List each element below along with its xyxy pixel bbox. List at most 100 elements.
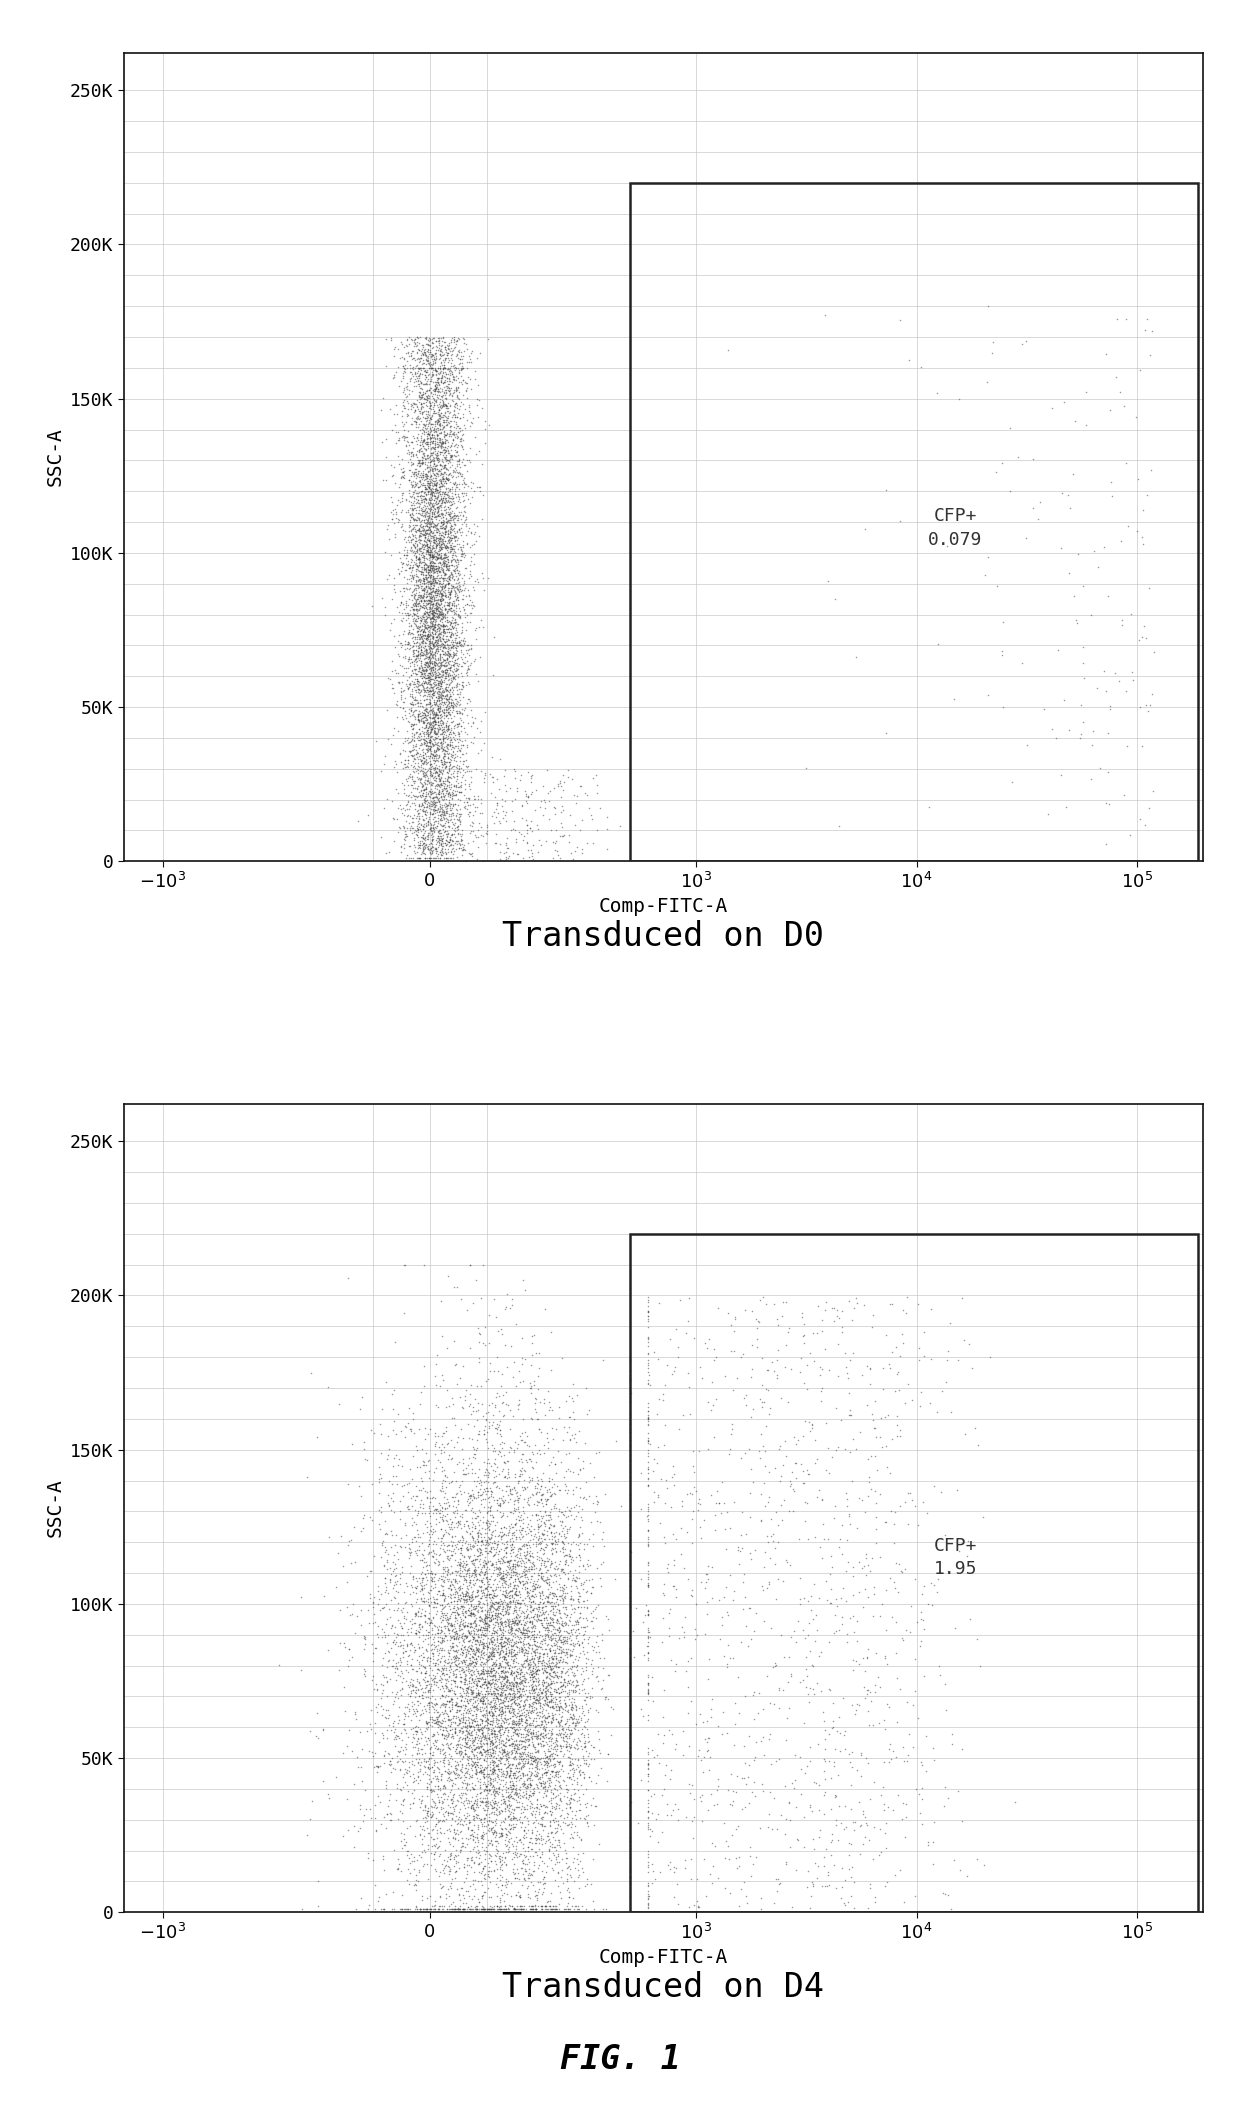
Point: [419, 471, 439, 505]
Point: [443, 657, 463, 691]
Point: [539, 1760, 559, 1794]
Point: [486, 1390, 506, 1424]
Point: [686, 1473, 706, 1507]
Point: [403, 811, 423, 845]
Point: [443, 541, 463, 575]
Point: [443, 357, 463, 391]
Point: [511, 1680, 531, 1714]
Point: [435, 342, 455, 376]
Point: [531, 1494, 551, 1528]
Point: [417, 617, 436, 651]
Point: [475, 1581, 495, 1614]
Point: [475, 1576, 495, 1610]
Point: [415, 737, 435, 771]
Point: [401, 361, 420, 395]
Point: [446, 1606, 466, 1640]
Point: [443, 1762, 463, 1796]
Point: [394, 1743, 414, 1777]
Point: [446, 490, 466, 524]
Point: [459, 1783, 479, 1817]
Point: [470, 1690, 490, 1724]
Point: [413, 702, 433, 735]
Point: [428, 1731, 448, 1764]
Point: [443, 606, 463, 640]
Point: [525, 1635, 544, 1669]
Point: [502, 1551, 522, 1585]
Point: [480, 1578, 500, 1612]
Point: [428, 666, 448, 699]
Point: [484, 1540, 503, 1574]
Point: [562, 1528, 582, 1562]
Point: [438, 1728, 458, 1762]
Point: [541, 1545, 560, 1578]
Point: [482, 1769, 502, 1802]
Point: [434, 351, 454, 385]
Point: [830, 1530, 849, 1564]
Point: [350, 1788, 370, 1821]
Point: [505, 1555, 525, 1589]
Point: [518, 1745, 538, 1779]
Point: [450, 797, 470, 830]
Point: [410, 737, 430, 771]
Point: [481, 1811, 501, 1845]
Point: [471, 1783, 491, 1817]
Point: [428, 1762, 448, 1796]
Point: [471, 1604, 491, 1638]
Point: [490, 1589, 510, 1623]
Point: [445, 501, 465, 535]
Point: [495, 1690, 515, 1724]
Point: [413, 1821, 433, 1855]
Point: [508, 1625, 528, 1659]
Point: [511, 1838, 531, 1872]
Point: [434, 541, 454, 575]
Point: [564, 1502, 584, 1536]
Point: [399, 606, 419, 640]
Point: [565, 1498, 585, 1532]
Point: [408, 699, 428, 733]
Point: [353, 1798, 373, 1832]
Point: [516, 1720, 536, 1754]
Point: [506, 1756, 526, 1790]
Point: [427, 820, 446, 854]
Point: [466, 657, 486, 691]
Point: [512, 1703, 532, 1737]
Point: [433, 778, 453, 811]
Point: [408, 363, 428, 397]
Point: [467, 1519, 487, 1553]
Point: [409, 547, 429, 581]
Point: [446, 797, 466, 830]
Point: [414, 1650, 434, 1684]
Point: [464, 1597, 484, 1631]
Point: [470, 1325, 490, 1359]
Point: [429, 1633, 449, 1667]
Point: [472, 1627, 492, 1661]
Point: [476, 1583, 496, 1616]
Point: [428, 378, 448, 412]
Point: [438, 1747, 458, 1781]
Point: [428, 824, 448, 858]
Point: [492, 1726, 512, 1760]
Point: [419, 805, 439, 839]
Point: [485, 1724, 505, 1758]
Point: [441, 706, 461, 740]
Point: [417, 830, 436, 864]
Point: [440, 592, 460, 625]
Point: [843, 1600, 863, 1633]
Point: [562, 1564, 582, 1597]
Point: [424, 822, 444, 856]
Point: [444, 507, 464, 541]
Point: [481, 1534, 501, 1568]
Point: [533, 1559, 553, 1593]
Point: [528, 1519, 548, 1553]
Point: [505, 1714, 525, 1747]
Point: [439, 325, 459, 359]
Point: [412, 497, 432, 530]
Point: [559, 1718, 579, 1752]
Point: [492, 1657, 512, 1690]
Point: [620, 1373, 640, 1407]
Point: [409, 513, 429, 547]
Point: [405, 408, 425, 442]
Point: [554, 1693, 574, 1726]
Point: [492, 1868, 512, 1902]
Point: [412, 1583, 432, 1616]
